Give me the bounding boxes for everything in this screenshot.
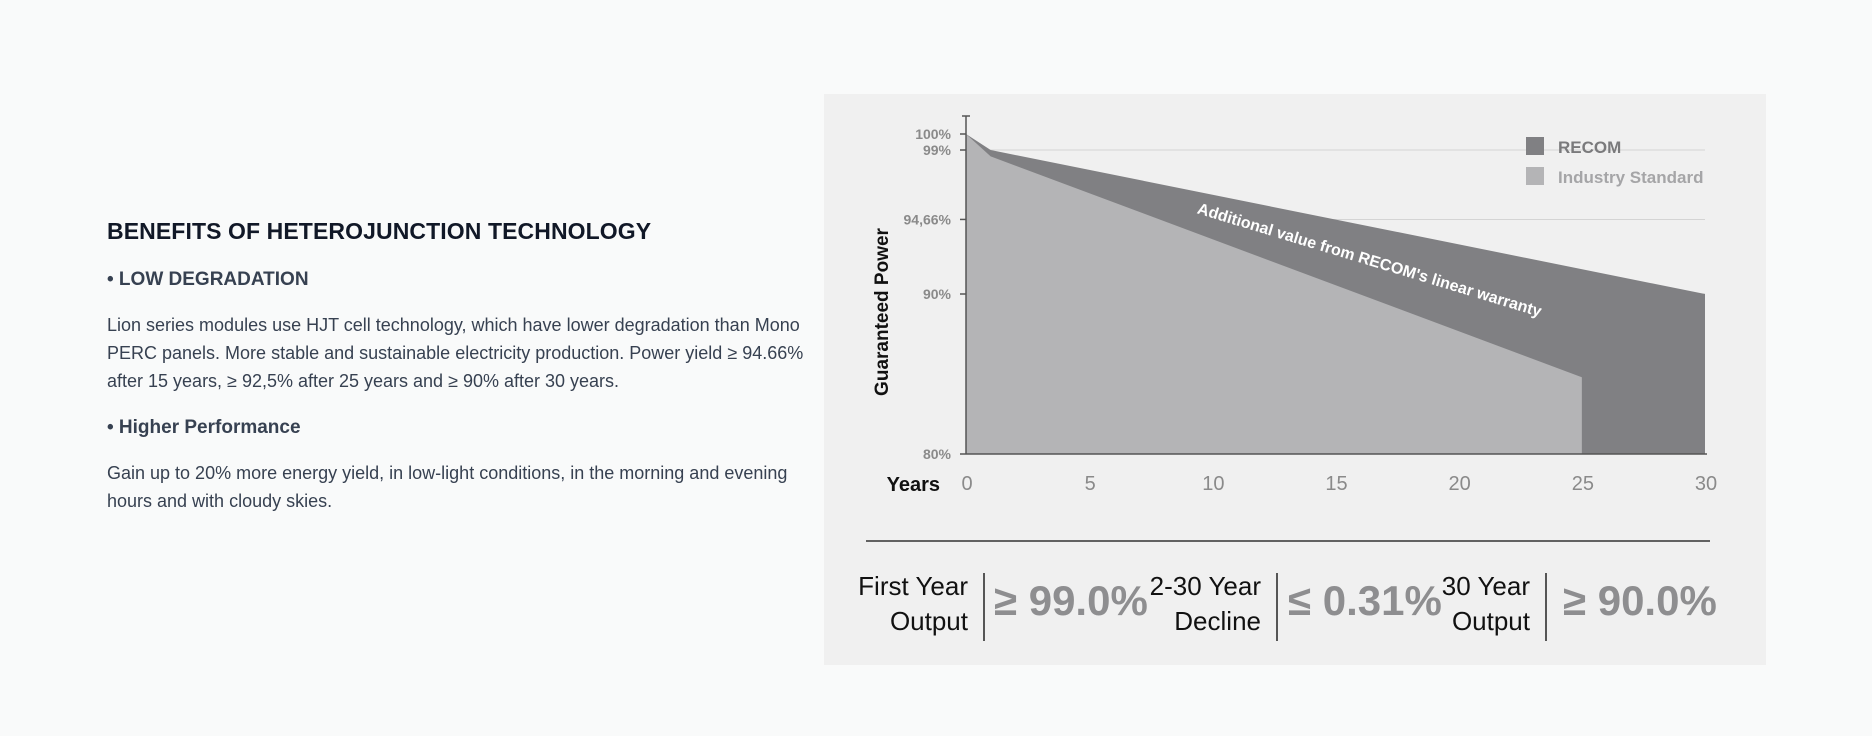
x-tick-label: 5 [1085,473,1096,495]
x-tick-labels: 0 5 10 15 20 25 30 [961,473,1717,495]
legend-label-industry-standard: Industry Standard [1558,168,1703,187]
y-tick-label: 99% [923,142,952,158]
stat-value: ≥ 99.0% [994,577,1148,624]
benefit-heading-higher-performance: • Higher Performance [107,417,301,438]
x-tick-label: 10 [1202,473,1224,495]
benefits-section: BENEFITS OF HETEROJUNCTION TECHNOLOGY • … [107,218,807,537]
stat-label-line2: Output [1452,606,1531,636]
y-axis-label: Guaranteed Power [872,227,893,395]
area-industry-standard [966,134,1582,454]
x-tick-label: 20 [1449,473,1471,495]
axes [960,115,1707,455]
y-tick-label: 94,66% [904,211,952,227]
benefit-text-low-degradation: Lion series modules use HJT cell technol… [107,315,804,391]
warranty-chart: 100%99% 94,66% 90% 80% 0 5 10 15 20 25 30 Guarant… [858,115,1717,641]
x-tick-label: 30 [1695,473,1717,495]
stat-value: ≤ 0.31% [1288,577,1442,624]
benefit-heading-low-degradation: • LOW DEGRADATION [107,269,309,290]
y-tick-label: 90% [923,286,952,302]
stat-label-line1: 30 Year [1442,571,1531,601]
legend-label-recom: RECOM [1558,138,1621,157]
stat-label-line2: Output [890,606,969,636]
legend: RECOM Industry Standard [1526,137,1703,187]
stat-value: ≥ 90.0% [1563,577,1717,624]
x-tick-label: 15 [1325,473,1347,495]
x-tick-label: 0 [961,473,972,495]
legend-swatch-recom [1526,137,1544,155]
y-tick-label: 100% [915,126,951,142]
stat-decline: 2-30 Year Decline ≤ 0.31% [1150,571,1442,641]
stat-first-year-output: First Year Output ≥ 99.0% [858,571,1148,641]
stat-label-line1: 2-30 Year [1150,571,1262,601]
y-tick-label: 80% [923,446,952,462]
stat-label-line2: Decline [1174,606,1261,636]
stat-30-year-output: 30 Year Output ≥ 90.0% [1442,571,1717,641]
x-axis-label: Years [887,474,940,496]
x-tick-label: 25 [1572,473,1594,495]
legend-swatch-industry-standard [1526,167,1544,185]
stat-label-line1: First Year [858,571,968,601]
warranty-chart-panel: 100% 99% 94,66% 90% 80% 0 5 10 15 20 25 30 Guarant… [824,94,1766,665]
benefit-text-higher-performance: Gain up to 20% more energy yield, in low… [107,463,788,511]
y-tick-labels: 100%99% 94,66% 90% 80% [904,126,952,462]
section-title: BENEFITS OF HETEROJUNCTION TECHNOLOGY [107,218,652,244]
